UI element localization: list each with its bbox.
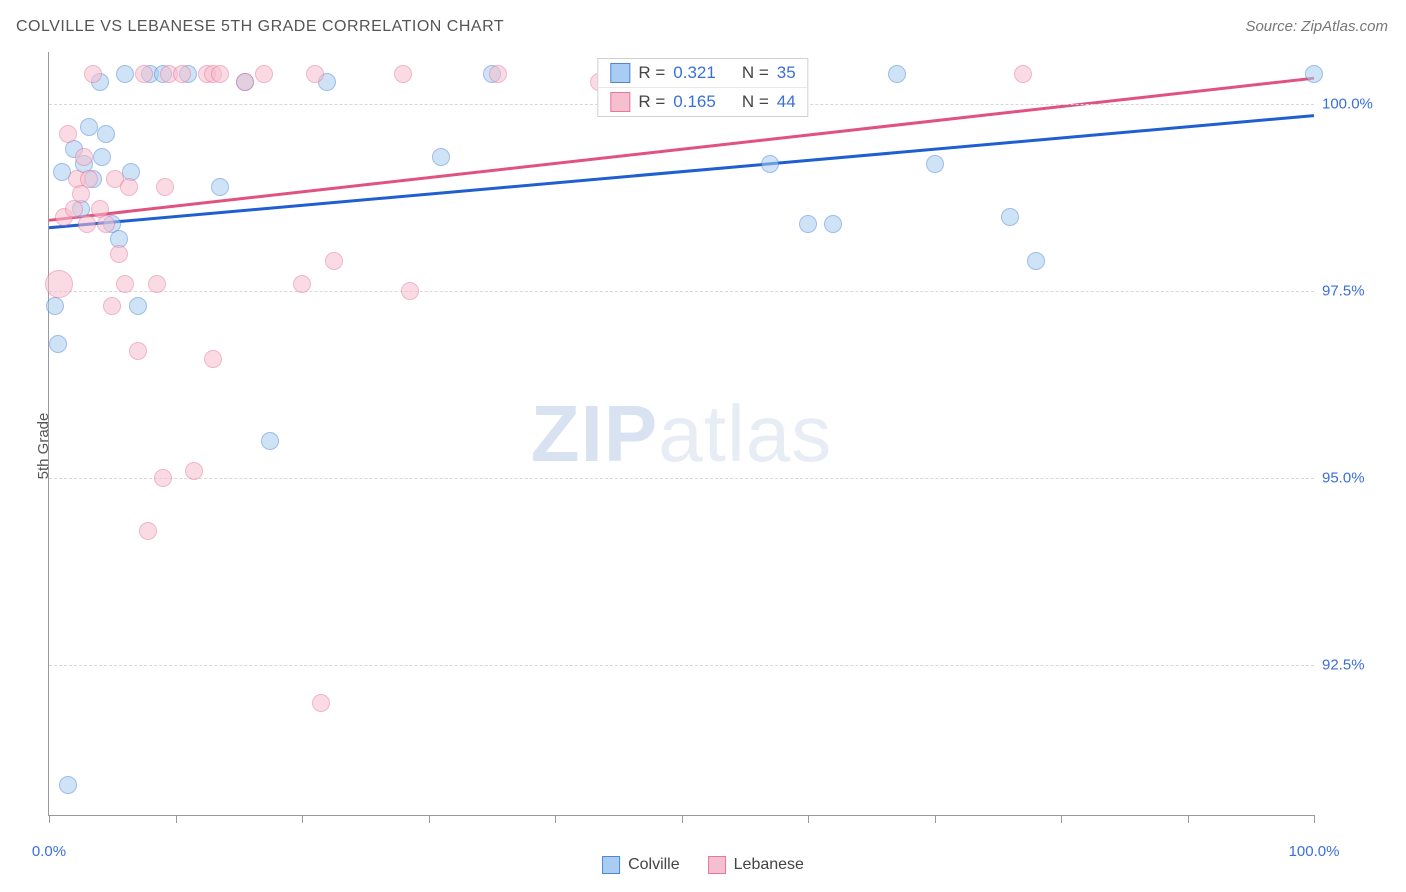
scatter-point xyxy=(489,65,507,83)
scatter-point xyxy=(135,65,153,83)
gridline-h xyxy=(49,665,1314,666)
scatter-point xyxy=(59,776,77,794)
series-legend-label: Colville xyxy=(628,856,680,874)
gridline-h xyxy=(49,291,1314,292)
scatter-point xyxy=(148,275,166,293)
n-label: N = xyxy=(742,63,769,83)
scatter-point xyxy=(75,148,93,166)
series-legend-item: Lebanese xyxy=(708,856,804,874)
x-tick-mark xyxy=(1188,815,1189,823)
scatter-point xyxy=(432,148,450,166)
scatter-point xyxy=(799,215,817,233)
y-tick-label: 97.5% xyxy=(1322,283,1386,300)
scatter-point xyxy=(49,335,67,353)
legend-swatch xyxy=(602,856,620,874)
trend-lines-svg xyxy=(49,52,1314,815)
scatter-point xyxy=(173,65,191,83)
scatter-point xyxy=(93,148,111,166)
scatter-point xyxy=(185,462,203,480)
x-tick-label: 100.0% xyxy=(1289,843,1340,860)
scatter-point xyxy=(120,178,138,196)
scatter-point xyxy=(116,65,134,83)
scatter-point xyxy=(1305,65,1323,83)
legend-swatch xyxy=(610,63,630,83)
scatter-point xyxy=(84,65,102,83)
scatter-point xyxy=(129,342,147,360)
scatter-point xyxy=(261,432,279,450)
x-tick-mark xyxy=(302,815,303,823)
scatter-point xyxy=(211,65,229,83)
y-tick-label: 92.5% xyxy=(1322,657,1386,674)
r-label: R = xyxy=(638,92,665,112)
n-value: 44 xyxy=(777,92,796,112)
scatter-point xyxy=(306,65,324,83)
x-tick-mark xyxy=(1314,815,1315,823)
legend-swatch xyxy=(708,856,726,874)
scatter-point xyxy=(236,73,254,91)
scatter-point xyxy=(824,215,842,233)
r-value: 0.321 xyxy=(673,63,716,83)
r-value: 0.165 xyxy=(673,92,716,112)
legend-swatch xyxy=(610,92,630,112)
scatter-point xyxy=(1014,65,1032,83)
scatter-point xyxy=(97,125,115,143)
chart-title: COLVILLE VS LEBANESE 5TH GRADE CORRELATI… xyxy=(16,18,504,36)
scatter-point xyxy=(78,215,96,233)
gridline-h xyxy=(49,478,1314,479)
x-tick-mark xyxy=(1061,815,1062,823)
plot-area: ZIPatlas 92.5%95.0%97.5%100.0%0.0%100.0% xyxy=(48,52,1314,816)
trend-line xyxy=(49,116,1314,228)
scatter-point xyxy=(312,694,330,712)
x-tick-mark xyxy=(49,815,50,823)
x-tick-mark xyxy=(935,815,936,823)
scatter-point xyxy=(761,155,779,173)
scatter-point xyxy=(211,178,229,196)
scatter-point xyxy=(116,275,134,293)
y-tick-label: 95.0% xyxy=(1322,470,1386,487)
scatter-point xyxy=(888,65,906,83)
scatter-point xyxy=(293,275,311,293)
series-legend-label: Lebanese xyxy=(734,856,804,874)
correlation-legend-row: R = 0.321 N = 35 xyxy=(598,59,807,87)
scatter-point xyxy=(204,350,222,368)
series-legend-item: Colville xyxy=(602,856,680,874)
source-attribution: Source: ZipAtlas.com xyxy=(1245,18,1388,35)
plot-canvas: ZIPatlas 92.5%95.0%97.5%100.0%0.0%100.0% xyxy=(48,52,1314,816)
scatter-point xyxy=(1001,208,1019,226)
scatter-point xyxy=(154,469,172,487)
scatter-point xyxy=(80,170,98,188)
x-tick-mark xyxy=(808,815,809,823)
scatter-point xyxy=(110,245,128,263)
n-value: 35 xyxy=(777,63,796,83)
correlation-legend: R = 0.321 N = 35 R = 0.165 N = 44 xyxy=(597,58,808,117)
x-tick-mark xyxy=(176,815,177,823)
r-label: R = xyxy=(638,63,665,83)
x-tick-label: 0.0% xyxy=(32,843,66,860)
x-tick-mark xyxy=(682,815,683,823)
scatter-point xyxy=(401,282,419,300)
scatter-point xyxy=(926,155,944,173)
scatter-point xyxy=(97,215,115,233)
n-label: N = xyxy=(742,92,769,112)
scatter-point xyxy=(325,252,343,270)
scatter-point xyxy=(394,65,412,83)
scatter-point xyxy=(156,178,174,196)
x-tick-mark xyxy=(429,815,430,823)
x-tick-mark xyxy=(555,815,556,823)
scatter-point xyxy=(129,297,147,315)
scatter-point xyxy=(1027,252,1045,270)
scatter-point xyxy=(46,297,64,315)
y-tick-label: 100.0% xyxy=(1322,96,1386,113)
scatter-point xyxy=(45,270,73,298)
scatter-point xyxy=(255,65,273,83)
scatter-point xyxy=(103,297,121,315)
scatter-point xyxy=(139,522,157,540)
scatter-point xyxy=(59,125,77,143)
series-legend: Colville Lebanese xyxy=(602,856,804,874)
correlation-legend-row: R = 0.165 N = 44 xyxy=(598,87,807,116)
scatter-point xyxy=(80,118,98,136)
